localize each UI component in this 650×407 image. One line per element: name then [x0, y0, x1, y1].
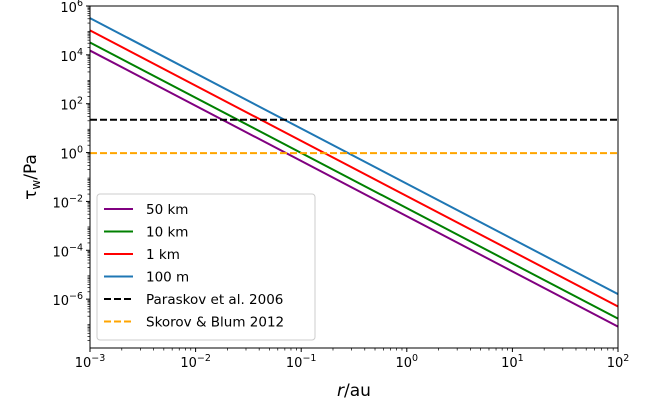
x-tick-base: 10 — [501, 356, 518, 371]
x-tick-exponent: 1 — [518, 353, 524, 364]
x-tick-base: 10 — [180, 356, 197, 371]
y-tick-base: 10 — [52, 294, 69, 309]
y-tick-label: 10−6 — [52, 291, 83, 309]
y-tick-label: 10−4 — [52, 242, 83, 260]
y-tick-label: 10−2 — [52, 193, 83, 211]
y-tick-base: 10 — [52, 245, 69, 260]
y-axis-label-var: τ — [21, 190, 41, 200]
x-tick-exponent: −3 — [91, 353, 105, 364]
legend: 50 km 10 km 1 km 100 m Paraskov et al. 2006 S… — [96, 193, 316, 341]
legend-label-10-km: 10 km — [146, 225, 188, 241]
x-tick-exponent: −1 — [302, 353, 316, 364]
x-tick-exponent: 0 — [412, 353, 418, 364]
legend-box — [96, 193, 316, 341]
x-tick-base: 10 — [286, 356, 303, 371]
y-tick-label: 106 — [60, 0, 83, 16]
y-tick-exponent: 4 — [77, 47, 83, 58]
y-tick-label: 104 — [60, 47, 83, 65]
y-axis-label-unit: /Pa — [21, 154, 41, 180]
x-tick-label: 10−3 — [75, 353, 106, 371]
y-axis-label-sub: w — [29, 180, 43, 190]
x-tick-label: 10−1 — [286, 353, 317, 371]
series-10-km-line — [90, 41, 618, 320]
x-tick-base: 10 — [75, 356, 92, 371]
x-axis-label-var: r — [337, 381, 345, 401]
x-axis-label: r/au — [337, 381, 371, 401]
x-tick-label: 10−2 — [180, 353, 211, 371]
legend-label-50-km: 50 km — [146, 202, 188, 218]
x-tick-label: 100 — [396, 353, 419, 371]
x-tick-label: 102 — [607, 353, 630, 371]
y-tick-exponent: 0 — [77, 145, 83, 156]
series-1-km-line — [90, 29, 618, 308]
plot-frame — [89, 5, 619, 349]
y-tick-base: 10 — [52, 196, 69, 211]
series-50-km-line — [90, 49, 618, 328]
series-layer — [90, 17, 618, 328]
y-tick-exponent: 2 — [77, 96, 83, 107]
y-tick-base: 10 — [60, 50, 77, 65]
y-tick-base: 10 — [60, 148, 77, 163]
legend-label-1-km: 1 km — [146, 247, 180, 263]
legend-label-100-m: 100 m — [146, 270, 189, 286]
x-tick-exponent: 2 — [623, 353, 629, 364]
y-tick-label: 102 — [60, 96, 83, 114]
legend-label-skorov-blum-2012: Skorov & Blum 2012 — [146, 315, 284, 331]
x-axis-label-unit: /au — [344, 381, 371, 401]
y-tick-label: 100 — [60, 145, 83, 163]
x-tick-base: 10 — [607, 356, 624, 371]
x-tick-exponent: −2 — [197, 353, 211, 364]
y-tick-exponent: −6 — [69, 291, 83, 302]
y-tick-base: 10 — [60, 1, 77, 16]
y-tick-exponent: −2 — [69, 193, 83, 204]
x-tick-base: 10 — [396, 356, 413, 371]
y-axis-label: τw/Pa — [21, 154, 43, 200]
y-tick-base: 10 — [60, 99, 77, 114]
y-tick-exponent: 6 — [77, 0, 83, 9]
x-tick-label: 101 — [501, 353, 524, 371]
ticks-layer: 10−3 10−2 10−1 100 101 10210−610−410−21001021… — [52, 0, 629, 371]
series-100-m-line — [90, 17, 618, 296]
legend-label-paraskov-et-al-2006: Paraskov et al. 2006 — [146, 292, 283, 308]
y-tick-exponent: −4 — [69, 242, 83, 253]
